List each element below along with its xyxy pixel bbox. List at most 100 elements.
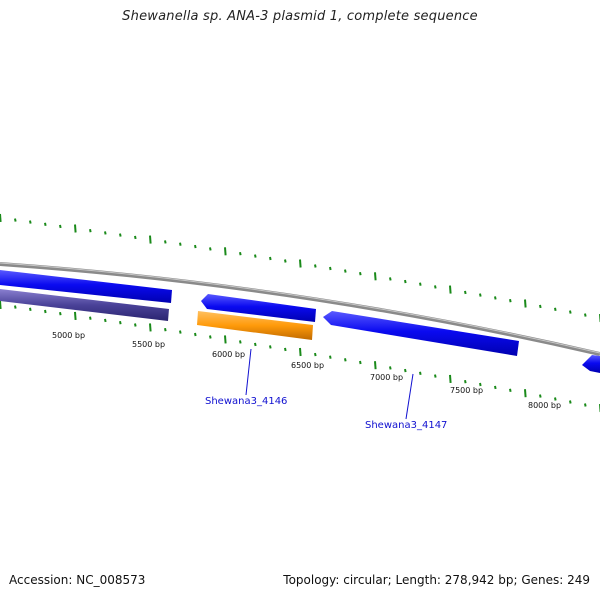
inner-ruler-tick	[344, 358, 347, 362]
outer-ruler-tick	[524, 299, 527, 308]
outer-ruler-tick	[59, 224, 62, 229]
outer-ruler-tick	[254, 254, 257, 258]
gene-label-shewana3-4146[interactable]: Shewana3_4146	[205, 396, 287, 407]
outer-ruler-tick	[299, 259, 302, 268]
outer-ruler-tick	[89, 229, 92, 233]
inner-ruler-tick	[269, 345, 272, 349]
outer-ruler-tick	[224, 247, 227, 256]
accession-text: Accession: NC_008573	[9, 573, 146, 587]
outer-ruler-tick	[179, 242, 182, 246]
inner-ruler-tick	[209, 335, 212, 339]
inner-ruler-tick	[149, 323, 152, 332]
outer-ruler-tick	[194, 244, 197, 249]
outer-ruler-tick	[449, 285, 452, 294]
gene-label-shewana3-4147[interactable]: Shewana3_4147	[365, 420, 447, 431]
inner-ruler-tick	[164, 328, 167, 332]
plasmid-backbone-highlight	[0, 262, 600, 354]
ruler-label-7500: 7500 bp	[450, 386, 483, 395]
inner-ruler-tick	[464, 380, 467, 384]
inner-ruler-tick	[29, 307, 32, 311]
outer-ruler-tick	[434, 285, 437, 289]
inner-ruler-tick	[179, 330, 182, 334]
outer-ruler-tick	[509, 299, 512, 303]
inner-tick-ruler	[0, 300, 600, 413]
inner-ruler-tick	[59, 312, 62, 316]
ruler-label-5500: 5500 bp	[132, 340, 165, 349]
outer-ruler-tick	[554, 307, 557, 311]
inner-ruler-tick	[299, 347, 302, 357]
ruler-label-5000: 5000 bp	[52, 331, 85, 340]
map-title: Shewanella sp. ANA-3 plasmid 1, complete…	[122, 9, 478, 24]
inner-ruler-tick	[554, 397, 557, 401]
outer-ruler-tick	[44, 222, 47, 226]
inner-ruler-tick	[494, 385, 497, 390]
outer-ruler-tick	[389, 277, 392, 281]
inner-ruler-tick	[194, 332, 197, 337]
inner-ruler-tick	[389, 366, 392, 370]
outer-ruler-tick	[14, 218, 17, 222]
outer-ruler-tick	[119, 233, 122, 237]
inner-ruler-tick	[419, 371, 422, 375]
inner-ruler-tick	[434, 374, 437, 378]
outer-ruler-tick	[314, 264, 317, 268]
inner-ruler-tick	[224, 335, 227, 344]
inner-ruler-tick	[314, 352, 317, 357]
inner-ruler-tick	[254, 342, 257, 347]
ruler-label-7000: 7000 bp	[370, 373, 403, 382]
inner-ruler-tick	[74, 311, 77, 320]
inner-ruler-tick	[524, 389, 527, 398]
gene-label-connector-4146	[245, 348, 252, 396]
outer-tick-ruler	[0, 213, 600, 323]
outer-ruler-tick	[284, 259, 287, 263]
gene-forward-3[interactable]	[201, 294, 316, 322]
inner-ruler-tick	[569, 400, 572, 404]
outer-ruler-tick	[464, 290, 467, 295]
inner-ruler-tick	[104, 318, 107, 323]
inner-ruler-tick	[374, 361, 377, 370]
outer-ruler-tick	[479, 293, 482, 297]
inner-ruler-tick	[449, 374, 452, 383]
outer-ruler-tick	[539, 304, 542, 309]
outer-ruler-tick	[569, 310, 572, 314]
gene-shewana3-4147[interactable]	[323, 311, 519, 356]
outer-ruler-tick	[269, 256, 272, 261]
outer-ruler-tick	[209, 247, 212, 251]
topology-summary-text: Topology: circular; Length: 278,942 bp; …	[283, 573, 590, 587]
outer-ruler-tick	[404, 279, 407, 284]
outer-ruler-tick	[239, 252, 242, 256]
outer-ruler-tick	[74, 224, 77, 233]
outer-ruler-tick	[0, 213, 2, 223]
inner-ruler-tick	[584, 403, 587, 407]
outer-ruler-tick	[419, 282, 422, 286]
inner-ruler-tick	[479, 382, 482, 387]
outer-ruler-tick	[149, 235, 152, 244]
inner-ruler-tick	[239, 340, 242, 344]
inner-ruler-tick	[284, 347, 287, 352]
outer-ruler-tick	[104, 231, 107, 235]
outer-ruler-tick	[584, 313, 587, 317]
inner-ruler-tick	[89, 316, 92, 320]
outer-ruler-tick	[164, 240, 167, 244]
gene-label-connector-4147	[405, 373, 414, 420]
ruler-label-6000: 6000 bp	[212, 350, 245, 359]
inner-ruler-tick	[359, 360, 362, 365]
outer-ruler-tick	[494, 296, 497, 300]
gene-forward-1[interactable]	[0, 270, 172, 303]
inner-ruler-tick	[0, 300, 2, 310]
ruler-label-8000: 8000 bp	[528, 401, 561, 410]
gene-reverse-2[interactable]	[0, 289, 169, 321]
outer-ruler-tick	[134, 235, 137, 240]
gene-shewana3-4146[interactable]	[197, 311, 313, 340]
inner-ruler-tick	[329, 355, 332, 359]
plasmid-backbone	[0, 262, 600, 356]
inner-ruler-tick	[44, 309, 47, 314]
outer-ruler-tick	[344, 269, 347, 273]
ruler-label-6500: 6500 bp	[291, 361, 324, 370]
inner-ruler-tick	[539, 394, 542, 398]
inner-ruler-tick	[509, 388, 512, 392]
outer-ruler-tick	[374, 272, 377, 281]
inner-ruler-tick	[14, 305, 17, 309]
inner-ruler-tick	[404, 368, 407, 373]
gene-forward-5[interactable]	[582, 355, 600, 373]
